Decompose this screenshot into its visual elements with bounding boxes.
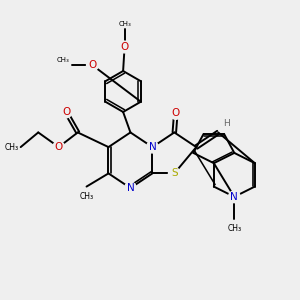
- Circle shape: [119, 41, 130, 53]
- Text: N: N: [127, 183, 134, 193]
- Circle shape: [169, 168, 180, 179]
- Text: CH₃: CH₃: [80, 192, 94, 201]
- Circle shape: [146, 141, 158, 153]
- Text: S: S: [171, 168, 178, 178]
- Text: CH₃: CH₃: [227, 224, 242, 233]
- Text: CH₃: CH₃: [57, 57, 70, 63]
- Circle shape: [221, 118, 233, 130]
- Text: CH₃: CH₃: [118, 20, 131, 26]
- Circle shape: [229, 191, 240, 203]
- Text: N: N: [230, 192, 238, 202]
- Circle shape: [86, 59, 98, 71]
- Text: O: O: [62, 107, 70, 117]
- Text: CH₃: CH₃: [5, 142, 19, 152]
- Text: O: O: [88, 60, 97, 70]
- Text: H: H: [224, 119, 230, 128]
- Text: O: O: [172, 108, 180, 118]
- Text: O: O: [55, 142, 63, 152]
- Circle shape: [124, 182, 136, 194]
- Circle shape: [60, 106, 72, 118]
- Circle shape: [53, 141, 64, 153]
- Text: O: O: [121, 42, 129, 52]
- Text: N: N: [148, 142, 156, 152]
- Circle shape: [170, 108, 182, 119]
